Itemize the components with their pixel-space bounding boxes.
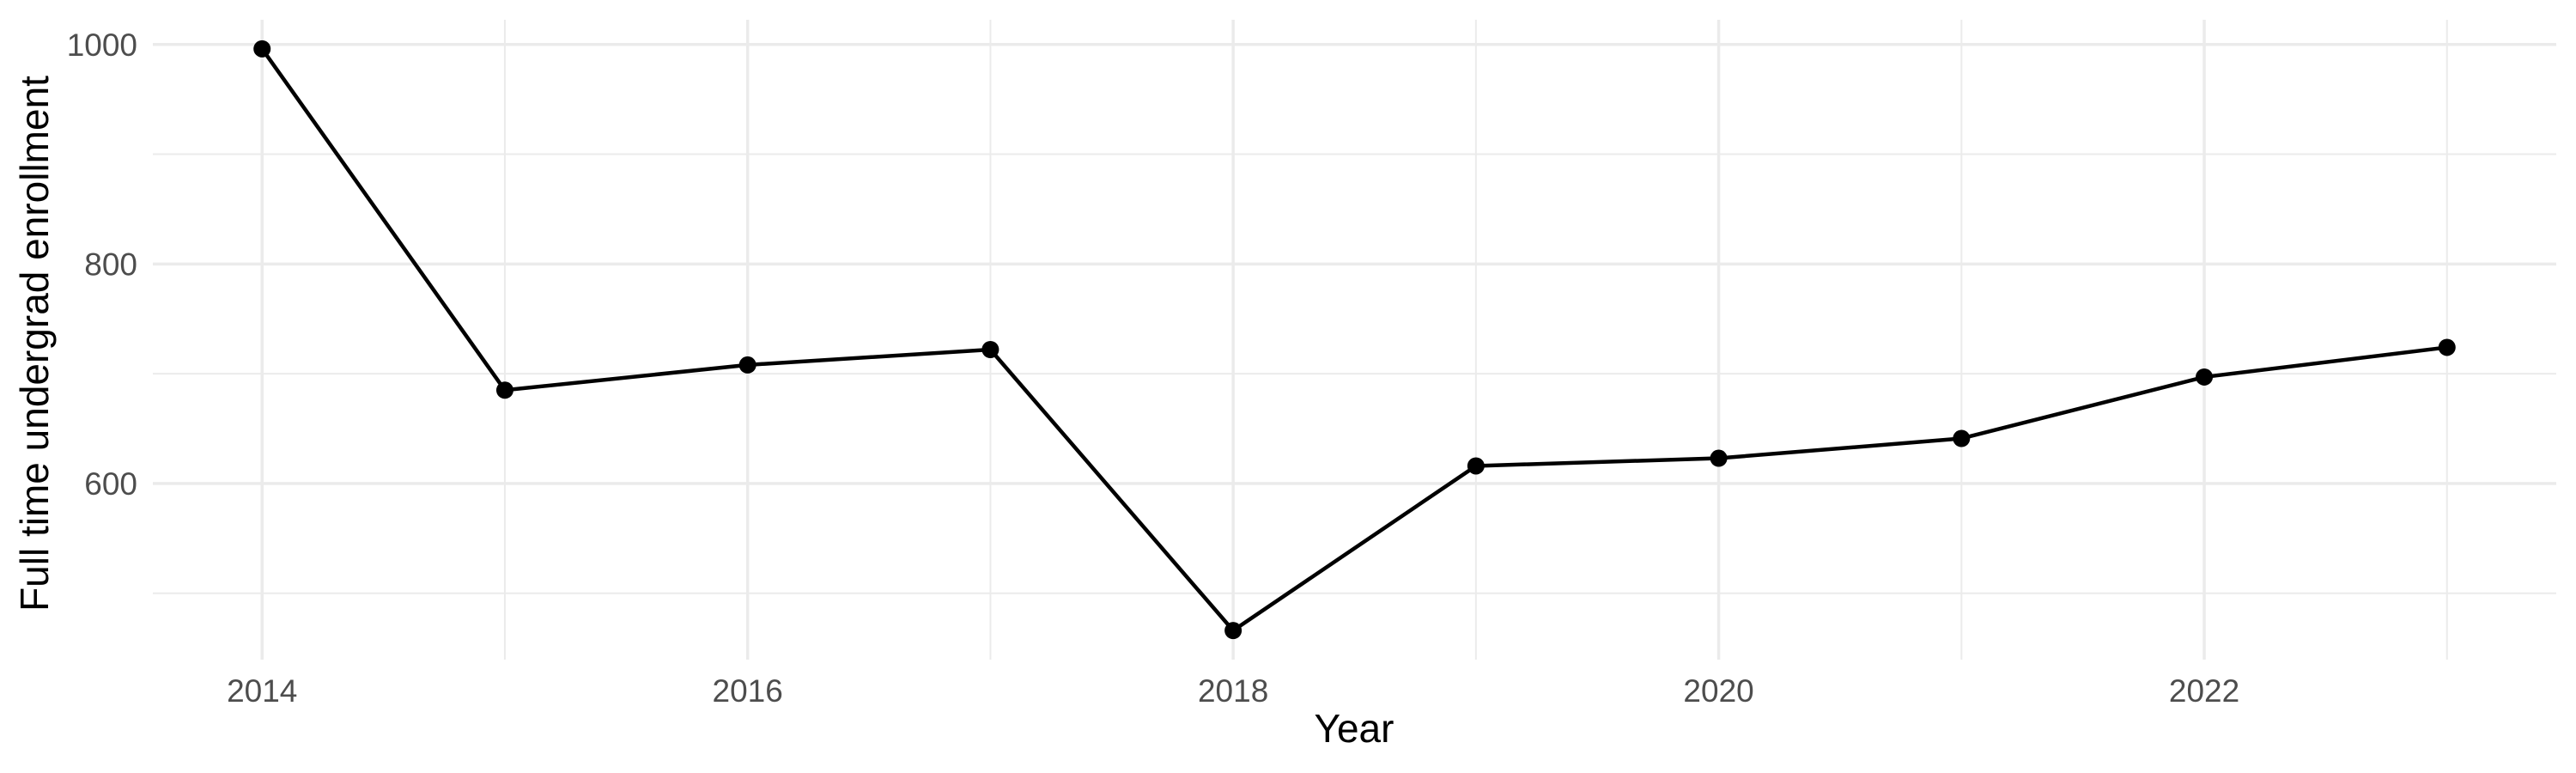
data-point-2023: [2438, 338, 2456, 356]
axis-labels: 600 800 1000 2014 2016 2018 2020 2022: [67, 27, 2240, 709]
x-axis-title: Year: [1315, 706, 1394, 751]
data-point-2018: [1224, 622, 1242, 640]
data-point-2016: [738, 356, 756, 374]
y-tick-label-600: 600: [84, 466, 137, 502]
y-tick-label-1000: 1000: [67, 27, 137, 63]
minor-gridlines: [153, 20, 2556, 660]
enrollment-line: [260, 47, 2448, 633]
data-point-2015: [495, 381, 513, 399]
data-point-2021: [1953, 429, 1971, 447]
x-tick-label-2022: 2022: [2169, 673, 2239, 709]
y-tick-label-800: 800: [84, 247, 137, 282]
data-point-2014: [253, 40, 271, 58]
data-point-2017: [981, 341, 999, 359]
data-point-2020: [1710, 449, 1728, 467]
y-axis-title: Full time undergrad enrollment: [12, 76, 57, 612]
data-point-2019: [1467, 457, 1485, 475]
x-tick-label-2014: 2014: [227, 673, 297, 709]
x-tick-label-2016: 2016: [713, 673, 783, 709]
x-tick-label-2020: 2020: [1683, 673, 1753, 709]
data-point-2022: [2196, 368, 2214, 386]
data-series: [253, 40, 2456, 640]
major-gridlines: [153, 20, 2556, 660]
x-tick-label-2018: 2018: [1198, 673, 1268, 709]
